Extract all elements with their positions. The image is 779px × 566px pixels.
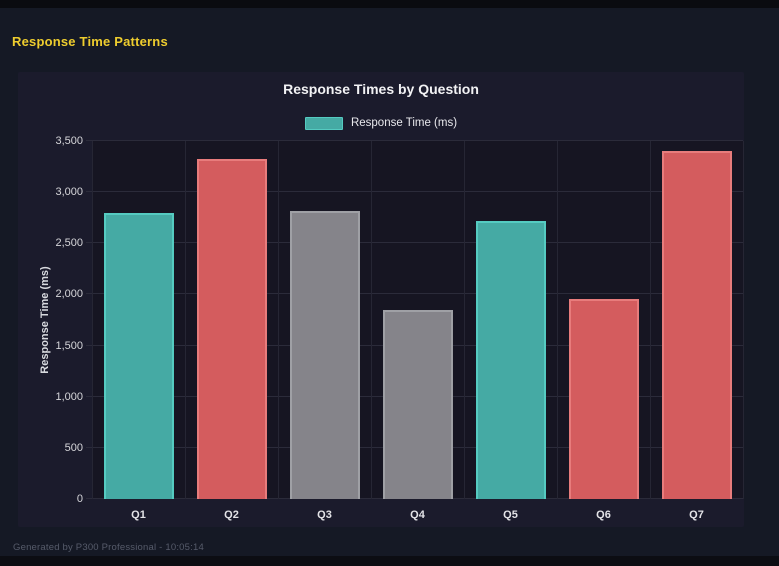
legend-swatch-icon — [304, 116, 343, 130]
y-gridline — [86, 191, 743, 193]
page-title: Response Time Patterns — [12, 34, 168, 49]
bar-q7[interactable] — [661, 151, 732, 499]
y-tick-label: 0 — [76, 493, 83, 505]
x-tick-label: Q4 — [410, 509, 425, 521]
y-axis-line — [92, 141, 93, 499]
x-tick-label: Q1 — [131, 509, 146, 521]
legend-item[interactable]: Response Time (ms) — [18, 115, 744, 131]
bar-q6[interactable] — [568, 299, 639, 499]
y-axis-labels: 0 500 1,000 1,500 2,000 2,500 3,000 3,500 — [18, 135, 83, 505]
x-gridline — [371, 141, 372, 499]
y-tick-label: 3,500 — [55, 135, 83, 147]
x-tick-label: Q7 — [689, 509, 704, 521]
bar-q3[interactable] — [289, 211, 360, 499]
y-gridline — [86, 140, 743, 141]
y-tick-label: 3,000 — [55, 186, 83, 199]
x-tick-label: Q2 — [224, 509, 239, 521]
x-tick-label: Q6 — [596, 509, 611, 521]
bar-q1[interactable] — [103, 212, 174, 499]
x-gridline — [278, 141, 279, 499]
x-gridline — [650, 141, 651, 499]
bar-q2[interactable] — [196, 159, 267, 499]
x-gridline — [557, 141, 558, 499]
x-gridline — [743, 141, 744, 499]
x-tick-label: Q5 — [503, 509, 518, 521]
x-tick-label: Q3 — [317, 509, 332, 521]
x-axis-labels: Q1 Q2 Q3 Q4 Q5 Q6 Q7 — [92, 509, 743, 527]
chart-title: Response Times by Question — [283, 81, 479, 97]
top-bar — [0, 0, 779, 8]
y-tick-label: 1,500 — [55, 339, 83, 352]
y-gridline — [86, 242, 743, 244]
bottom-bar — [0, 556, 779, 566]
y-tick-label: 1,000 — [55, 390, 83, 403]
y-gridline — [86, 293, 743, 295]
x-gridline — [464, 141, 465, 499]
plot-area — [86, 140, 744, 499]
bar-q5[interactable] — [475, 220, 546, 499]
bar-q4[interactable] — [382, 310, 453, 499]
y-tick-label: 2,000 — [55, 288, 83, 301]
chart-panel: Response Times by Question Response Time… — [18, 72, 744, 527]
y-tick-label: 500 — [64, 441, 83, 454]
footer-text: Generated by P300 Professional - 10:05:1… — [13, 542, 204, 553]
legend-label: Response Time (ms) — [350, 117, 458, 129]
x-gridline — [185, 141, 186, 499]
y-tick-label: 2,500 — [55, 237, 83, 250]
